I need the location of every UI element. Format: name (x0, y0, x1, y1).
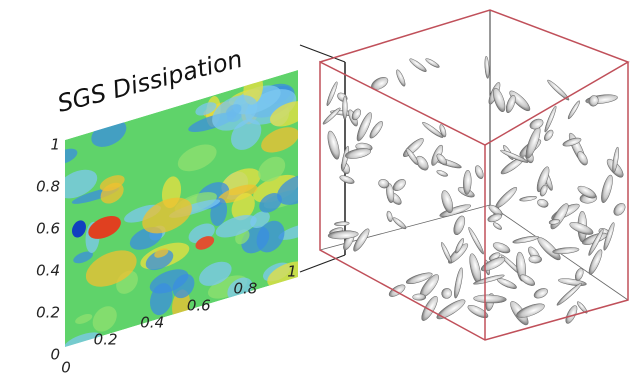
vortex (493, 185, 518, 210)
vortex (543, 129, 555, 143)
vortex (386, 211, 393, 223)
vortex (334, 221, 349, 226)
vortex (351, 227, 372, 253)
vortex (395, 69, 407, 87)
vortex (467, 226, 485, 255)
figure: SGS Dissipation 00.20.40.60.810.20.40.60… (0, 0, 632, 383)
vortex (425, 57, 441, 69)
y-tick-label: 0.4 (36, 262, 60, 280)
y-tick-label: 0.8 (36, 178, 60, 196)
vortex (440, 286, 454, 300)
x-tick-label: 0.8 (233, 280, 257, 298)
x-tick-label: 0.2 (94, 331, 118, 349)
vortex (325, 81, 339, 106)
y-tick-label: 0 (50, 346, 60, 364)
vortex (492, 221, 503, 230)
vortex (435, 297, 468, 322)
vortex (504, 94, 517, 114)
vortex (552, 247, 579, 255)
vortex (496, 276, 518, 290)
vortex (408, 57, 428, 73)
vortex (436, 169, 448, 177)
vortex (512, 235, 539, 245)
vortex (453, 267, 465, 298)
vortex (369, 75, 390, 93)
connector-line (300, 45, 345, 62)
vortex (325, 130, 341, 161)
vortex (536, 198, 549, 209)
vortex (519, 195, 537, 202)
vortex-structures (322, 56, 628, 327)
vortex (342, 96, 347, 119)
x-tick-label: 0.6 (187, 297, 211, 315)
vortex (322, 106, 342, 125)
cube-edge (320, 10, 628, 340)
x-tick-label: 0.4 (140, 314, 164, 332)
x-tick-label: 1 (287, 263, 297, 281)
vortex (439, 189, 455, 214)
page: SGS Dissipation 00.20.40.60.810.20.40.60… (0, 0, 632, 383)
vortex (339, 174, 356, 185)
vortex (567, 100, 582, 120)
vortex (529, 255, 542, 263)
vortex (548, 201, 571, 231)
vortex (474, 165, 485, 180)
y-tick-label: 0.6 (36, 220, 60, 238)
vortex (392, 216, 408, 230)
vortex (611, 201, 627, 218)
x-tick-label: 0 (61, 359, 71, 377)
vortex (599, 174, 615, 204)
vortex (440, 242, 453, 264)
y-tick-label: 0.2 (36, 304, 60, 322)
volume-render (320, 10, 628, 340)
y-tick-label: 1 (50, 136, 60, 154)
vortex (484, 56, 490, 78)
vortex (473, 294, 506, 303)
connector-line (300, 255, 345, 272)
vortex (413, 294, 426, 300)
vortex (558, 277, 587, 287)
vortex (533, 286, 550, 300)
vortex (452, 214, 468, 236)
